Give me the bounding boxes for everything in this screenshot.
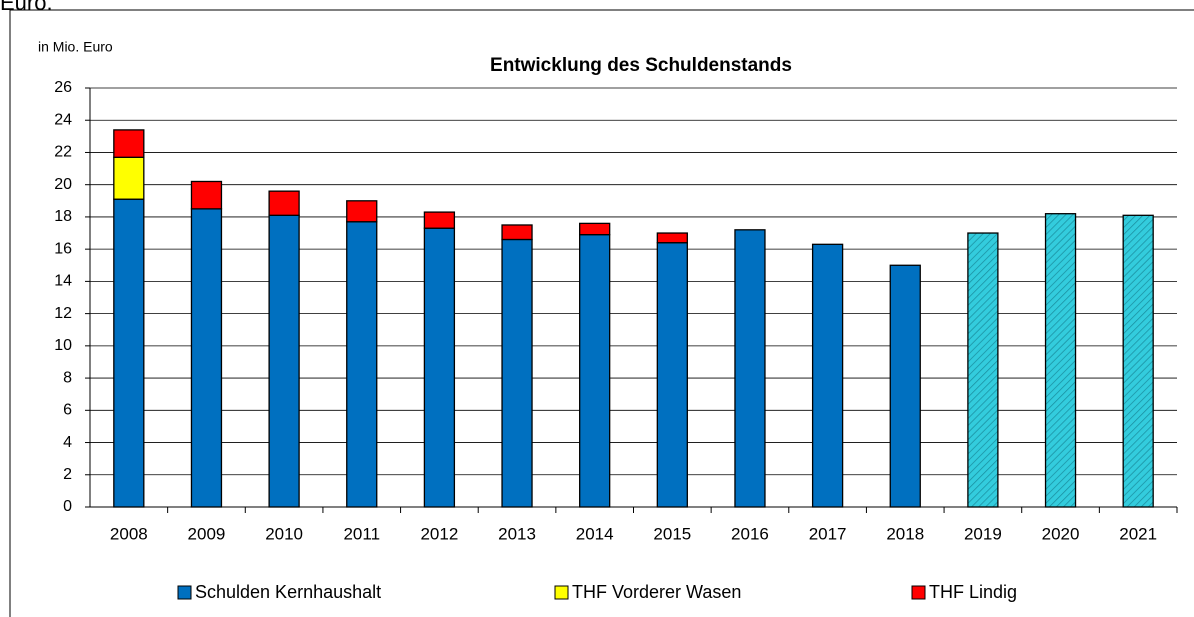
bar-segment bbox=[1123, 215, 1153, 507]
y-tick-label: 6 bbox=[63, 402, 72, 419]
y-unit-label: in Mio. Euro bbox=[38, 39, 113, 55]
x-tick-label: 2009 bbox=[188, 524, 226, 543]
bar-segment bbox=[735, 230, 765, 507]
bar-segment bbox=[424, 228, 454, 507]
legend-label: THF Vorderer Wasen bbox=[572, 582, 741, 602]
x-tick-label: 2008 bbox=[110, 524, 148, 543]
y-tick-label: 20 bbox=[54, 176, 72, 193]
x-tick-label: 2021 bbox=[1119, 524, 1157, 543]
bar-segment bbox=[347, 222, 377, 507]
bar-segment bbox=[813, 244, 843, 507]
x-tick-label: 2010 bbox=[265, 524, 303, 543]
x-tick-label: 2018 bbox=[886, 524, 924, 543]
bar-segment bbox=[347, 201, 377, 222]
bar-segment bbox=[890, 265, 920, 507]
chart: Euro. in Mio. Euro Entwicklung des Schul… bbox=[0, 0, 1194, 617]
bar-segment bbox=[269, 191, 299, 215]
y-tick-label: 26 bbox=[54, 79, 72, 96]
bar-segment bbox=[191, 181, 221, 208]
bar-segment bbox=[657, 243, 687, 507]
y-tick-label: 14 bbox=[54, 273, 72, 290]
bar-segment bbox=[968, 233, 998, 507]
x-tick-label: 2014 bbox=[576, 524, 614, 543]
bar-segment bbox=[502, 239, 532, 507]
x-tick-label: 2016 bbox=[731, 524, 769, 543]
x-tick-label: 2015 bbox=[653, 524, 691, 543]
x-tick-label: 2012 bbox=[420, 524, 458, 543]
legend-label: Schulden Kernhaushalt bbox=[195, 582, 381, 602]
legend-swatch bbox=[912, 586, 925, 599]
y-tick-label: 16 bbox=[54, 240, 72, 257]
y-tick-label: 2 bbox=[63, 466, 72, 483]
y-tick-label: 4 bbox=[63, 434, 72, 451]
y-tick-label: 8 bbox=[63, 369, 72, 386]
bar-segment bbox=[657, 233, 687, 243]
y-tick-label: 12 bbox=[54, 305, 72, 322]
y-tick-label: 22 bbox=[54, 144, 72, 161]
x-tick-label: 2013 bbox=[498, 524, 536, 543]
x-tick-label: 2017 bbox=[809, 524, 847, 543]
bar-segment bbox=[580, 223, 610, 234]
bar-segment bbox=[502, 225, 532, 240]
y-tick-label: 0 bbox=[63, 498, 72, 515]
bar-segment bbox=[269, 215, 299, 507]
y-tick-label: 24 bbox=[54, 111, 72, 128]
bar-segment bbox=[114, 157, 144, 199]
legend-label: THF Lindig bbox=[929, 582, 1017, 602]
legend-swatch bbox=[178, 586, 191, 599]
x-tick-label: 2020 bbox=[1042, 524, 1080, 543]
chart-title: Entwicklung des Schuldenstands bbox=[490, 55, 792, 76]
bar-segment bbox=[114, 199, 144, 507]
bar-segment bbox=[580, 235, 610, 507]
y-tick-label: 18 bbox=[54, 208, 72, 225]
bar-segment bbox=[114, 130, 144, 157]
bar-segment bbox=[191, 209, 221, 507]
bar-segment bbox=[424, 212, 454, 228]
top-text: Euro. bbox=[0, 0, 53, 15]
bar-segment bbox=[1046, 214, 1076, 507]
legend-swatch bbox=[555, 586, 568, 599]
x-tick-label: 2011 bbox=[343, 524, 380, 543]
y-tick-label: 10 bbox=[54, 337, 72, 354]
x-tick-label: 2019 bbox=[964, 524, 1002, 543]
